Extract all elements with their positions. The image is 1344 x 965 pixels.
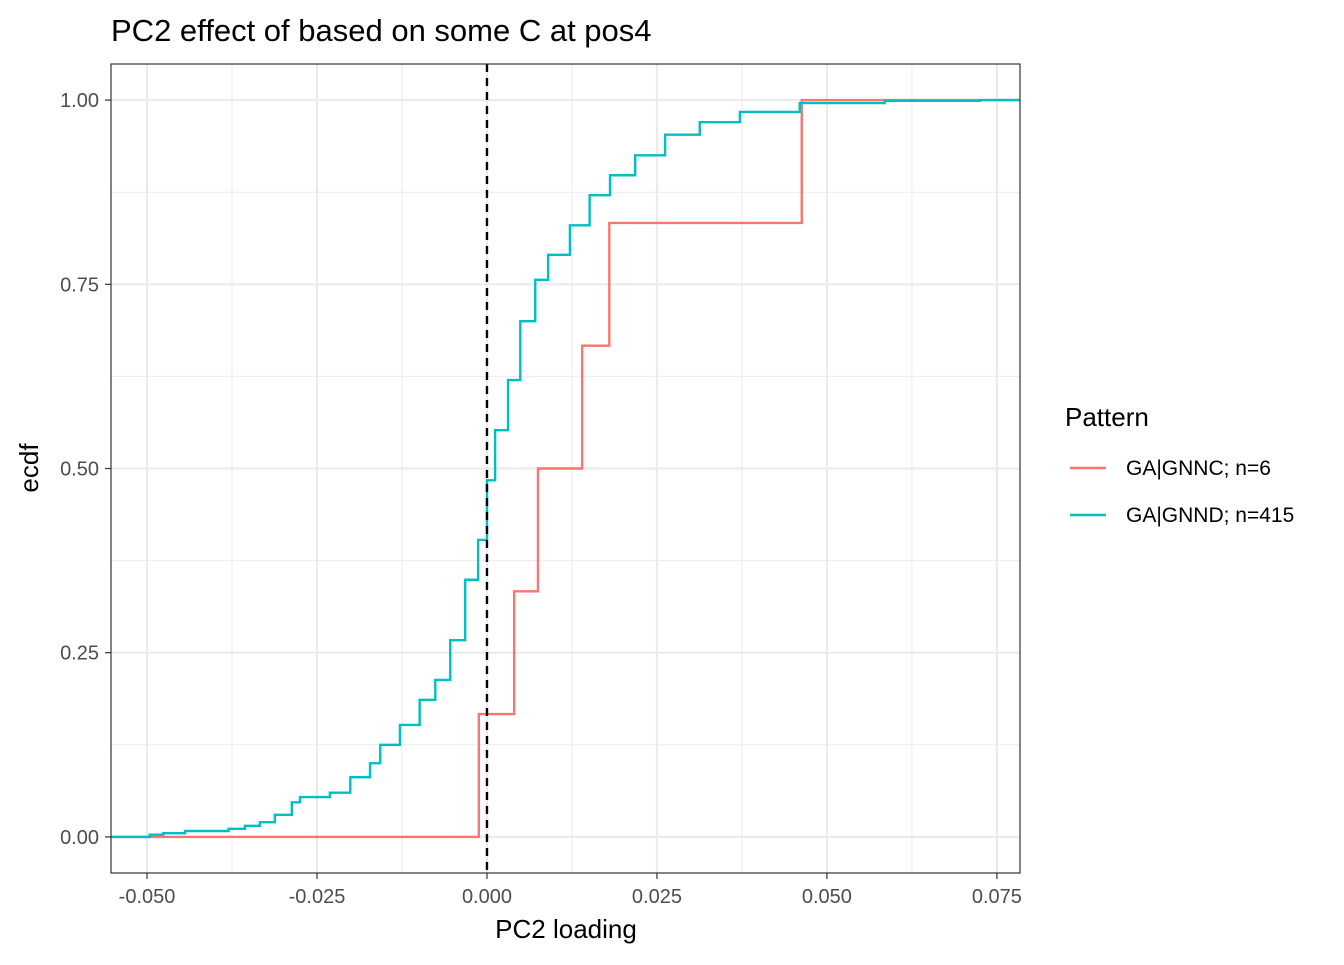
legend-label-0: GA|GNNC; n=6 bbox=[1126, 457, 1271, 480]
ecdf-line-0 bbox=[111, 98, 1020, 839]
y-tick-label: 0.25 bbox=[60, 643, 99, 665]
x-axis-label: PC2 loading bbox=[495, 914, 637, 944]
x-tick-label: -0.025 bbox=[289, 886, 346, 908]
x-tick-label: 0.025 bbox=[632, 886, 682, 908]
x-tick-label: 0.050 bbox=[802, 886, 852, 908]
y-axis-label: ecdf bbox=[14, 443, 44, 493]
y-tick-label: 0.75 bbox=[60, 274, 99, 296]
legend-label-1: GA|GNND; n=415 bbox=[1126, 504, 1294, 527]
y-tick-label: 1.00 bbox=[60, 90, 99, 112]
y-tick-label: 0.00 bbox=[60, 827, 99, 849]
x-tick-label: 0.000 bbox=[462, 886, 512, 908]
x-tick-label: 0.075 bbox=[972, 886, 1022, 908]
x-tick-label: -0.050 bbox=[119, 886, 176, 908]
series-layer bbox=[111, 64, 1020, 873]
chart-title: PC2 effect of based on some C at pos4 bbox=[111, 13, 652, 48]
y-tick-label: 0.50 bbox=[60, 459, 99, 481]
legend: Pattern GA|GNNC; n=6 GA|GNND; n=415 bbox=[1065, 402, 1294, 527]
ecdf-line-1 bbox=[111, 98, 1020, 839]
legend-title: Pattern bbox=[1065, 402, 1149, 432]
axes: -0.050 -0.025 0.000 0.025 0.050 0.075 0.00 0.25… bbox=[60, 90, 1022, 908]
